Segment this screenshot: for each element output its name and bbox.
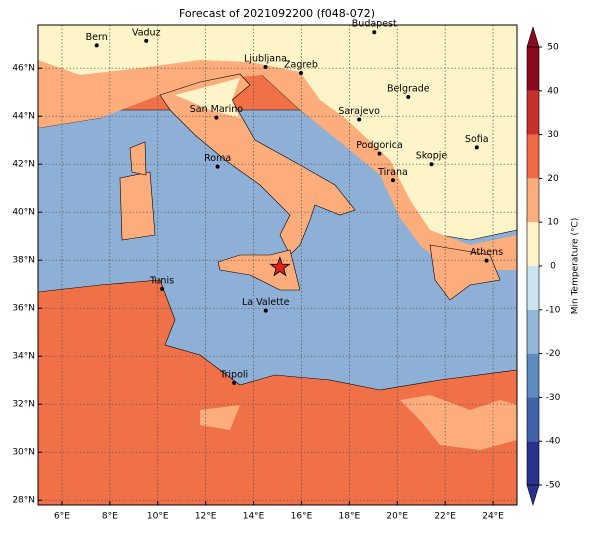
city-label: Ljubljana: [244, 54, 287, 65]
x-tick-label: 18°E: [339, 512, 361, 522]
colorbar-tick-label: 40: [547, 86, 559, 96]
colorbar-tick-label: -20: [546, 349, 561, 359]
po-valley: [175, 78, 240, 118]
city-dot: [474, 145, 479, 150]
sardinia: [119, 171, 156, 241]
y-tick-label: 42°N: [12, 160, 35, 170]
y-tick-label: 44°N: [12, 112, 35, 122]
y-tick-label: 38°N: [12, 256, 35, 266]
colorbar-segment: [527, 90, 539, 135]
x-tick-label: 16°E: [291, 512, 313, 522]
colorbar-segment: [527, 222, 539, 266]
x-tick-label: 8°E: [102, 512, 118, 522]
x-tick-label: 24°E: [482, 512, 504, 522]
city-label: Vaduz: [132, 27, 161, 38]
colorbar-tick-label: -40: [546, 437, 561, 447]
city-dot: [484, 258, 489, 263]
y-tick-label: 28°N: [12, 496, 35, 506]
map-title: Forecast of 2021092200 (f048-072): [179, 7, 375, 20]
city-label: Tirana: [377, 167, 408, 178]
greece: [429, 244, 501, 301]
italy: [159, 73, 356, 256]
city-label: Tripoli: [219, 369, 248, 380]
city-dot: [357, 117, 362, 122]
city-label: Tunis: [149, 276, 174, 287]
colorbar-tick-label: 30: [547, 130, 559, 140]
star-marker: [269, 256, 291, 277]
colorbar-tick-label: 50: [547, 43, 559, 53]
x-tick-label: 6°E: [54, 512, 70, 522]
city-dot: [372, 30, 377, 35]
y-tick-label: 36°N: [12, 304, 35, 314]
colorbar-tick-label: -10: [546, 305, 561, 315]
city-label: Sofia: [465, 134, 489, 145]
colorbar-segment: [527, 397, 539, 442]
city-dot: [214, 115, 219, 120]
city-dot: [215, 164, 220, 169]
city-label: Budapest: [352, 19, 397, 30]
colorbar-tick-label: -50: [546, 481, 561, 491]
coastal-warm: [38, 60, 517, 270]
colorbar-segment: [527, 441, 539, 485]
colorbar-extend-top: [526, 25, 540, 48]
x-tick-label: 20°E: [386, 512, 408, 522]
y-tick-label: 46°N: [12, 64, 35, 74]
city-dot: [94, 43, 99, 48]
corsica: [129, 141, 147, 176]
city-dot: [406, 95, 411, 99]
city-label: Belgrade: [387, 84, 430, 95]
y-tick-label: 30°N: [12, 448, 35, 458]
city-dot: [377, 151, 382, 156]
grid: [38, 25, 517, 505]
city-dot: [232, 380, 237, 385]
city-label: La Valette: [242, 297, 290, 308]
x-tick-label: 14°E: [243, 512, 265, 522]
y-tick-label: 32°N: [12, 400, 35, 410]
city-dot: [298, 71, 303, 75]
y-tick-label: 34°N: [12, 352, 35, 362]
colorbar-segment: [527, 47, 539, 91]
city-dot: [144, 38, 149, 43]
city-label: Podgorica: [356, 140, 403, 151]
colorbar-tick-label: -30: [546, 393, 561, 403]
city-label: Zagreb: [284, 60, 318, 71]
city-label: Sarajevo: [338, 106, 380, 117]
map-frame: [37, 24, 518, 506]
colorbar-segment: [527, 353, 539, 398]
colorbar-tick-label: 10: [547, 218, 559, 228]
y-tick-label: 40°N: [12, 208, 35, 218]
x-tick-label: 22°E: [434, 512, 456, 522]
city-label: Skopje: [416, 151, 448, 162]
city-label: San Marino: [190, 104, 243, 115]
colorbar-segment: [527, 134, 539, 179]
colorbar-segment: [527, 266, 539, 310]
city-label: Athens: [470, 247, 503, 258]
city-dot: [160, 287, 165, 291]
city-dot: [263, 65, 268, 69]
colorbar-tick-label: 20: [547, 174, 559, 184]
colorbar-label: Min Temperature (°C): [571, 218, 581, 315]
city-label: Roma: [204, 153, 231, 164]
colorbar-segment: [527, 309, 539, 354]
colorbar-segment: [527, 178, 539, 223]
x-tick-label: 10°E: [147, 512, 169, 522]
city-label: Bern: [86, 32, 108, 43]
warm-patch: [200, 395, 517, 450]
city-dot: [429, 162, 434, 167]
city-dot: [390, 178, 395, 183]
colorbar-extend-bottom: [526, 484, 540, 507]
colorbar-tick-label: 0: [550, 262, 556, 272]
city-dot: [263, 308, 268, 313]
x-tick-label: 12°E: [195, 512, 217, 522]
